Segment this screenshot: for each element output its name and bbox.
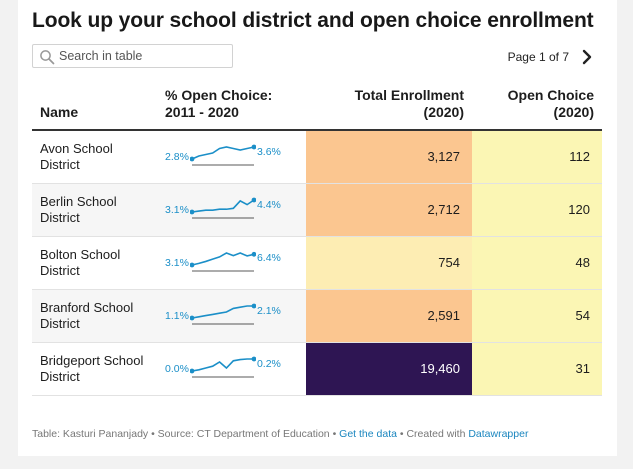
sparkline-line [191, 145, 255, 160]
table-row: Bolton School District 3.1% 6.4% 754 48 [32, 236, 602, 290]
table-row: Branford School District 1.1% 2.1% 2,591 54 [32, 289, 602, 343]
sparkline-end-point [251, 251, 256, 257]
sparkline-start-point [189, 156, 195, 162]
search-input[interactable] [59, 46, 229, 66]
sparkline-start-label: 1.1% [165, 309, 189, 322]
sparkline-line [191, 251, 255, 266]
col-header-open-choice[interactable]: Open Choice (2020) [472, 87, 602, 131]
table-row: Bridgeport School District 0.0% 0.2% 19,460… [32, 342, 602, 396]
open-choice-cell: 31 [472, 342, 602, 396]
page-title: Look up your school district and open ch… [32, 9, 594, 32]
sparkline-start-label: 3.1% [165, 256, 189, 269]
open-choice-sparkline-cell: 0.0% 0.2% [157, 342, 306, 396]
sparkline-start-point [189, 262, 195, 267]
district-name: Bridgeport School District [32, 342, 157, 396]
district-name: Berlin School District [32, 183, 157, 237]
open-choice-sparkline-cell: 3.1% 4.4% [157, 183, 306, 237]
get-data-link[interactable]: Get the data [339, 428, 397, 440]
sparkline-end-label: 4.4% [256, 198, 281, 211]
sparkline-line [191, 357, 254, 372]
footer-credits: Table: Kasturi Pananjady • Source: CT De… [32, 428, 529, 440]
total-enrollment-cell: 19,460 [306, 342, 472, 396]
open-choice-sparkline-cell: 3.1% 6.4% [157, 236, 306, 290]
sparkline-line [191, 198, 255, 213]
district-table: Name % Open Choice: 2011 - 2020 Total Enr… [32, 87, 602, 396]
sparkline-end-label: 0.2% [256, 357, 281, 370]
col-header-open-choice-pct[interactable]: % Open Choice: 2011 - 2020 [157, 87, 306, 131]
sparkline-end-point [251, 197, 256, 202]
sparkline-start-point [189, 209, 195, 214]
open-choice-sparkline-cell: 2.8% 3.6% [157, 130, 306, 184]
sparkline-chart [189, 197, 256, 218]
sparkline-end-label: 6.4% [256, 251, 281, 264]
open-choice-cell: 54 [472, 289, 602, 343]
pagination: Page 1 of 7 [508, 48, 595, 66]
open-choice-sparkline-cell: 1.1% 2.1% [157, 289, 306, 343]
sparkline-end-point [251, 303, 256, 308]
total-enrollment-cell: 2,712 [306, 183, 472, 237]
total-enrollment-cell: 754 [306, 236, 472, 290]
sparkline-line [191, 304, 254, 319]
open-choice-cell: 120 [472, 183, 602, 237]
sparkline-chart [189, 303, 256, 324]
district-name: Branford School District [32, 289, 157, 343]
table-row: Avon School District 2.8% 3.6% 3,127 112 [32, 130, 602, 184]
open-choice-cell: 48 [472, 236, 602, 290]
district-name: Avon School District [32, 130, 157, 184]
total-enrollment-cell: 3,127 [306, 130, 472, 184]
sparkline-end-label: 2.1% [256, 304, 281, 317]
district-name: Bolton School District [32, 236, 157, 290]
chevron-right-icon [582, 49, 592, 65]
open-choice-cell: 112 [472, 130, 602, 184]
page-indicator: Page 1 of 7 [507, 50, 569, 64]
sparkline-start-point [189, 315, 195, 320]
total-enrollment-cell: 2,591 [306, 289, 472, 343]
search-icon [40, 50, 55, 65]
table-header-row: Name % Open Choice: 2011 - 2020 Total Enr… [32, 87, 602, 131]
col-header-name[interactable]: Name [32, 87, 157, 131]
sparkline-start-label: 2.8% [165, 150, 189, 163]
datawrapper-link[interactable]: Datawrapper [468, 428, 529, 440]
sparkline-chart [189, 356, 256, 377]
col-header-total-enrollment[interactable]: Total Enrollment (2020) [306, 87, 472, 131]
table-card: Look up your school district and open ch… [18, 0, 617, 456]
table-row: Berlin School District 3.1% 4.4% 2,712 120 [32, 183, 602, 237]
next-page-button[interactable] [579, 48, 595, 66]
sparkline-end-point [251, 144, 256, 150]
sparkline-end-point [251, 356, 256, 361]
search-box[interactable] [32, 44, 233, 68]
sparkline-chart [189, 251, 256, 271]
sparkline-start-point [189, 368, 195, 373]
sparkline-start-label: 3.1% [165, 203, 189, 216]
sparkline-start-label: 0.0% [165, 362, 189, 375]
sparkline-chart [189, 144, 256, 166]
sparkline-end-label: 3.6% [256, 145, 281, 158]
